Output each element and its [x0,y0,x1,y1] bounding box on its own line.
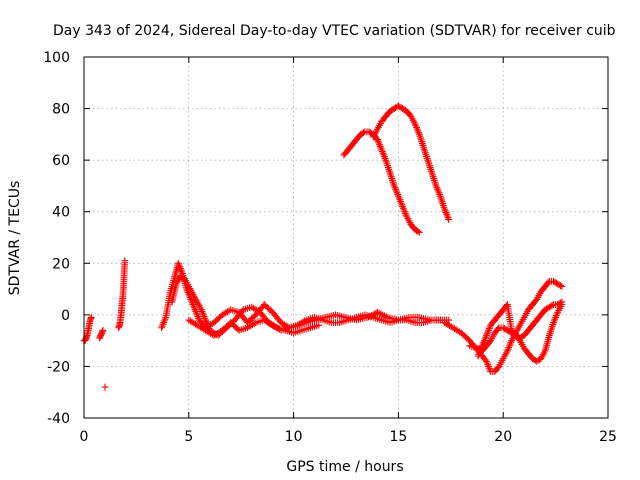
data-point [365,313,372,321]
data-point [558,298,566,306]
data-point [250,320,258,328]
data-point [494,325,502,333]
data-point [445,216,453,223]
y-tick-label: -20 [47,359,70,375]
y-tick-label: 60 [52,153,70,169]
data-point [121,257,129,265]
data-point [99,326,107,334]
y-axis-label: SDTVAR / TECUs [7,181,23,296]
chart-title: Day 343 of 2024, Sidereal Day-to-day VTE… [53,23,616,39]
data-points [80,102,566,391]
data-point [415,228,423,236]
data-point [557,299,564,307]
data-point [445,316,453,324]
y-tick-label: 100 [43,50,70,66]
data-point [87,314,95,321]
y-tick-label: 0 [61,308,70,324]
data-point [414,228,422,235]
data-point [557,282,564,290]
data-point [363,314,371,321]
data-point [544,279,552,287]
data-point [548,302,556,309]
y-tick-label: -40 [47,411,70,427]
axis-ticks: 0 5 10 15 20 25 -40 -20 0 20 40 60 80 100 [43,50,617,445]
x-tick-label: 20 [494,429,512,445]
data-point [368,312,376,319]
plot-frame [83,56,609,419]
y-tick-label: 20 [52,256,70,272]
x-tick-label: 15 [389,429,407,445]
data-point [360,129,367,137]
data-point [366,312,374,320]
y-tick-label: 80 [52,102,70,118]
x-tick-label: 0 [80,429,89,445]
y-tick-label: 40 [52,205,70,221]
data-point [315,321,323,329]
x-tick-label: 25 [599,429,617,445]
data-point [101,383,109,391]
x-tick-label: 5 [184,429,193,445]
x-axis-label: GPS time / hours [286,459,403,475]
data-point [558,283,566,290]
data-point [436,316,444,324]
x-tick-label: 10 [285,429,303,445]
